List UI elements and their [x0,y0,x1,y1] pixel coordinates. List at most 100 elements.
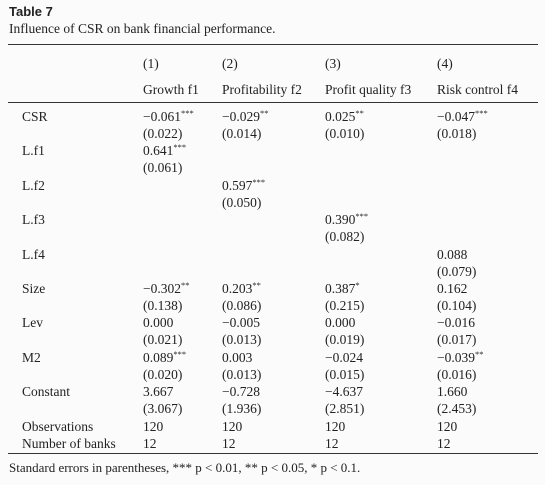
coefficient: −0.016 [437,315,475,331]
significance-stars: ** [260,108,269,118]
row-label: L.f2 [22,177,45,193]
significance-stars: * [355,280,360,290]
standard-error: (0.079) [437,263,477,279]
cell: 0.000 [325,315,355,331]
coefficient: −0.029 [222,109,260,124]
column-header: Profitability f2 [222,82,302,97]
row-label: Lev [22,315,43,331]
significance-stars: ** [252,280,261,290]
cell: −0.016 [437,315,475,331]
coefficient: −0.728 [222,384,260,400]
coefficient: −0.039 [437,349,475,365]
significance-stars: *** [173,142,187,153]
row-label: L.f3 [22,212,45,228]
standard-error: (0.082) [325,229,365,245]
coefficient: 120 [222,418,243,434]
cell: 0.390*** [325,212,368,228]
column-header: Risk control f4 [437,82,518,97]
standard-error: (0.014) [222,126,262,141]
row-label: L.f1 [22,143,45,159]
coefficient: 0.089 [143,349,174,365]
cell: 0.000 [143,315,173,331]
significance-stars: ** [181,280,190,290]
cell: 0.003 [222,350,252,366]
coefficient: −0.302 [143,281,181,296]
standard-error: (0.022) [143,126,183,141]
cell: −4.637 [325,384,363,400]
column-header: Growth f1 [143,82,199,97]
row-label: Observations [22,418,94,434]
standard-error: (0.013) [222,332,262,348]
cell: 12 [325,436,339,452]
cell: −0.039** [437,350,484,366]
coefficient: 0.203 [222,281,253,296]
bottom-rule [8,453,538,454]
cell: 12 [143,436,157,452]
standard-error: (0.050) [222,194,262,210]
coefficient: 0.000 [143,315,174,331]
coefficient: 0.390 [325,212,356,228]
standard-error: (0.018) [437,126,477,141]
coefficient: 3.667 [143,384,174,400]
standard-error: (0.215) [325,298,365,313]
cell: −0.047*** [437,109,488,125]
column-number: (3) [325,56,341,71]
row-label: Size [22,281,46,296]
significance-stars: ** [355,108,364,118]
standard-error: (0.019) [325,332,365,348]
cell: −0.024 [325,350,363,366]
cell: 1.660 [437,384,467,400]
coefficient: 12 [222,435,236,451]
coefficient: 120 [143,418,164,434]
cell: 0.203** [222,281,261,297]
significance-stars: *** [181,108,194,118]
cell: 0.641*** [143,143,186,159]
standard-error: (0.015) [325,366,365,382]
cell: 12 [222,436,236,452]
coefficient: 0.088 [437,246,468,262]
cell: −0.005 [222,315,260,331]
column-number: (2) [222,56,238,71]
cell: 120 [325,419,345,435]
cell: 120 [437,419,457,435]
cell: −0.302** [143,281,190,297]
cell: 12 [437,436,451,452]
significance-stars: *** [475,108,488,118]
coefficient: 0.597 [222,177,253,193]
coefficient: 0.387 [325,281,356,296]
cell: 120 [222,419,242,435]
cell: 0.387* [325,281,360,297]
coefficient: 0.000 [325,315,356,331]
coefficient: 1.660 [437,384,468,400]
coefficient: 0.641 [143,143,174,159]
top-rule [8,44,538,45]
cell: 0.025** [325,109,364,125]
standard-error: (1.936) [222,401,262,417]
cell: −0.728 [222,384,260,400]
significance-stars: *** [173,348,187,359]
coefficient: −0.005 [222,315,260,331]
standard-error: (0.138) [143,298,183,313]
standard-error: (0.017) [437,332,477,348]
column-number: (4) [437,56,453,71]
header-rule [8,102,538,103]
cell: 0.597*** [222,178,265,194]
coefficient: 12 [143,435,157,451]
significance-stars: ** [475,348,484,359]
column-number: (1) [143,56,159,71]
column-header: Profit quality f3 [325,82,412,97]
coefficient: −0.061 [143,109,181,124]
standard-error: (3.067) [143,401,183,417]
cell: 0.162 [437,281,467,297]
cell: 120 [143,419,163,435]
standard-error: (0.016) [437,366,477,382]
coefficient: −0.047 [437,109,475,124]
cell: 0.089*** [143,350,186,366]
coefficient: −0.024 [325,349,363,365]
coefficient: 0.003 [222,349,253,365]
row-label: Number of banks [22,435,116,451]
standard-error: (0.020) [143,366,183,382]
coefficient: 120 [437,418,458,434]
standard-error: (0.086) [222,298,262,313]
